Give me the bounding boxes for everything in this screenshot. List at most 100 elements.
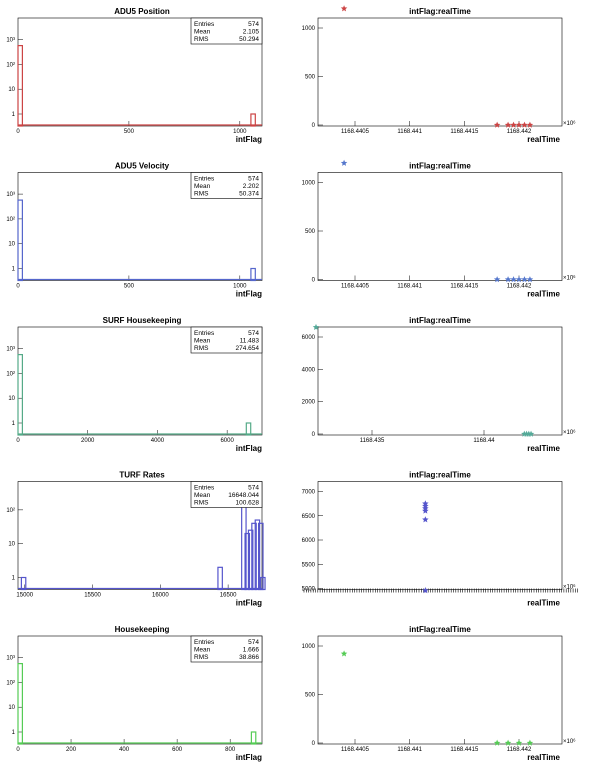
hist-x-tick-label: 0 [16, 747, 20, 753]
hist-x-tick-label: 0 [16, 438, 20, 444]
scatter-point [510, 121, 517, 128]
scatter-title: intFlag:realTime [409, 7, 471, 16]
stats-label-mean: Mean [194, 492, 211, 499]
scatter-point [504, 739, 512, 746]
scatter-point [422, 587, 429, 594]
hist-y-tick-label: 10² [6, 217, 15, 223]
hist-frame [17, 481, 263, 590]
scatter-frame [317, 481, 563, 590]
scatter-y-tick-label: 1000 [302, 26, 316, 32]
hist-x-tick-label: 2000 [81, 438, 95, 444]
hist-x-tick-label: 600 [172, 747, 183, 753]
scatter-point [312, 323, 320, 331]
scatter-x-exponent: ×10⁶ [563, 429, 576, 436]
stats-label-rms: RMS [194, 36, 209, 43]
scatter-x-exponent: ×10⁶ [563, 738, 576, 745]
scatter-frame [317, 635, 563, 745]
scatter-point [493, 121, 501, 128]
scatter-y-tick-label: 1000 [302, 644, 316, 650]
scatter-x-exponent: ×10⁶ [563, 275, 576, 282]
stats-label-entries: Entries [194, 21, 215, 28]
hist-bar [250, 731, 257, 745]
scatter-point [515, 276, 523, 283]
stats-label-entries: Entries [194, 176, 215, 183]
hist-x-tick-label: 1000 [233, 284, 247, 290]
hist-x-tick-label: 16000 [152, 593, 169, 599]
hist-x-tick-label: 500 [124, 129, 135, 135]
scatter-point [340, 650, 348, 657]
stats-value-mean: 16648.044 [228, 492, 259, 499]
scatter-y-tick-label: 500 [305, 693, 316, 699]
stats-value-mean: 1.666 [243, 647, 260, 654]
hist-y-tick-label: 10² [6, 371, 15, 377]
scatter-x-tick-label: 1168.4415 [450, 129, 479, 135]
scatter-x-axis-label: realTime [527, 290, 560, 299]
stats-value-mean: 2.202 [243, 183, 260, 190]
scatter-x-tick-label: 1168.441 [397, 747, 422, 753]
hist-x-tick-label: 15000 [16, 593, 33, 599]
stats-label-mean: Mean [194, 29, 211, 36]
hist-y-tick-label: 10 [8, 396, 15, 402]
scatter-x-axis-label: realTime [527, 599, 560, 608]
hist-x-tick-label: 15500 [84, 593, 101, 599]
hist-x-tick-label: 1000 [233, 129, 247, 135]
scatter-title: intFlag:realTime [409, 162, 471, 171]
scatter-x-axis-label: realTime [527, 135, 560, 144]
hist-x-tick-label: 0 [16, 129, 20, 135]
hist-y-tick-label: 10 [8, 242, 15, 248]
scatter-y-tick-label: 4000 [302, 367, 316, 373]
scatter-x-tick-label: 1168.442 [507, 129, 532, 135]
hist-title: SURF Housekeeping [103, 316, 182, 325]
stats-value-mean: 11.483 [240, 338, 260, 345]
scatter-x-tick-label: 1168.4405 [341, 129, 370, 135]
scatter-point [515, 121, 523, 128]
hist-y-tick-label: 10² [6, 680, 15, 686]
hist-x-axis-label: intFlag [236, 444, 262, 453]
scatter-point [493, 739, 501, 746]
scatter-y-tick-label: 0 [312, 123, 316, 129]
scatter-x-tick-label: 1168.441 [397, 284, 422, 290]
stats-label-rms: RMS [194, 191, 209, 198]
stats-value-entries: 574 [248, 330, 259, 337]
scatter-y-tick-label: 7000 [302, 490, 316, 496]
hist-x-tick-label: 400 [119, 747, 130, 753]
hist-x-axis-label: intFlag [236, 753, 262, 762]
scatter-point [526, 739, 534, 746]
stats-box [190, 17, 263, 45]
hist-y-tick-label: 10² [6, 62, 15, 68]
scatter-point [515, 739, 523, 746]
scatter-point [422, 500, 429, 507]
hist-bar [244, 532, 251, 591]
scatter-x-axis-label: realTime [527, 753, 560, 762]
stats-value-entries: 574 [248, 485, 259, 492]
scatter-y-tick-label: 500 [305, 75, 316, 81]
stats-label-entries: Entries [194, 330, 215, 337]
scatter-y-tick-label: 0 [312, 741, 316, 747]
stats-label-rms: RMS [194, 654, 209, 661]
stats-box [190, 172, 263, 199]
scatter-point [521, 121, 528, 128]
scatter-x-exponent: ×10⁶ [563, 120, 576, 127]
hist-x-axis-label: intFlag [236, 599, 262, 608]
scatter-point [526, 121, 534, 128]
hist-bar [17, 353, 23, 436]
stats-label-rms: RMS [194, 345, 209, 352]
hist-bar [260, 576, 266, 591]
hist-bar [254, 519, 261, 591]
scatter-point [340, 5, 348, 12]
scatter-point [504, 276, 512, 283]
scatter-x-tick-label: 1168.4415 [450, 747, 479, 753]
stats-value-mean: 2.105 [243, 29, 260, 36]
hist-bar [17, 199, 23, 282]
hist-x-tick-label: 0 [16, 284, 20, 290]
scatter-point [521, 276, 528, 283]
stats-box [190, 326, 263, 354]
stats-value-entries: 574 [248, 21, 259, 28]
scatter-point [527, 430, 535, 437]
stats-box [190, 635, 263, 663]
